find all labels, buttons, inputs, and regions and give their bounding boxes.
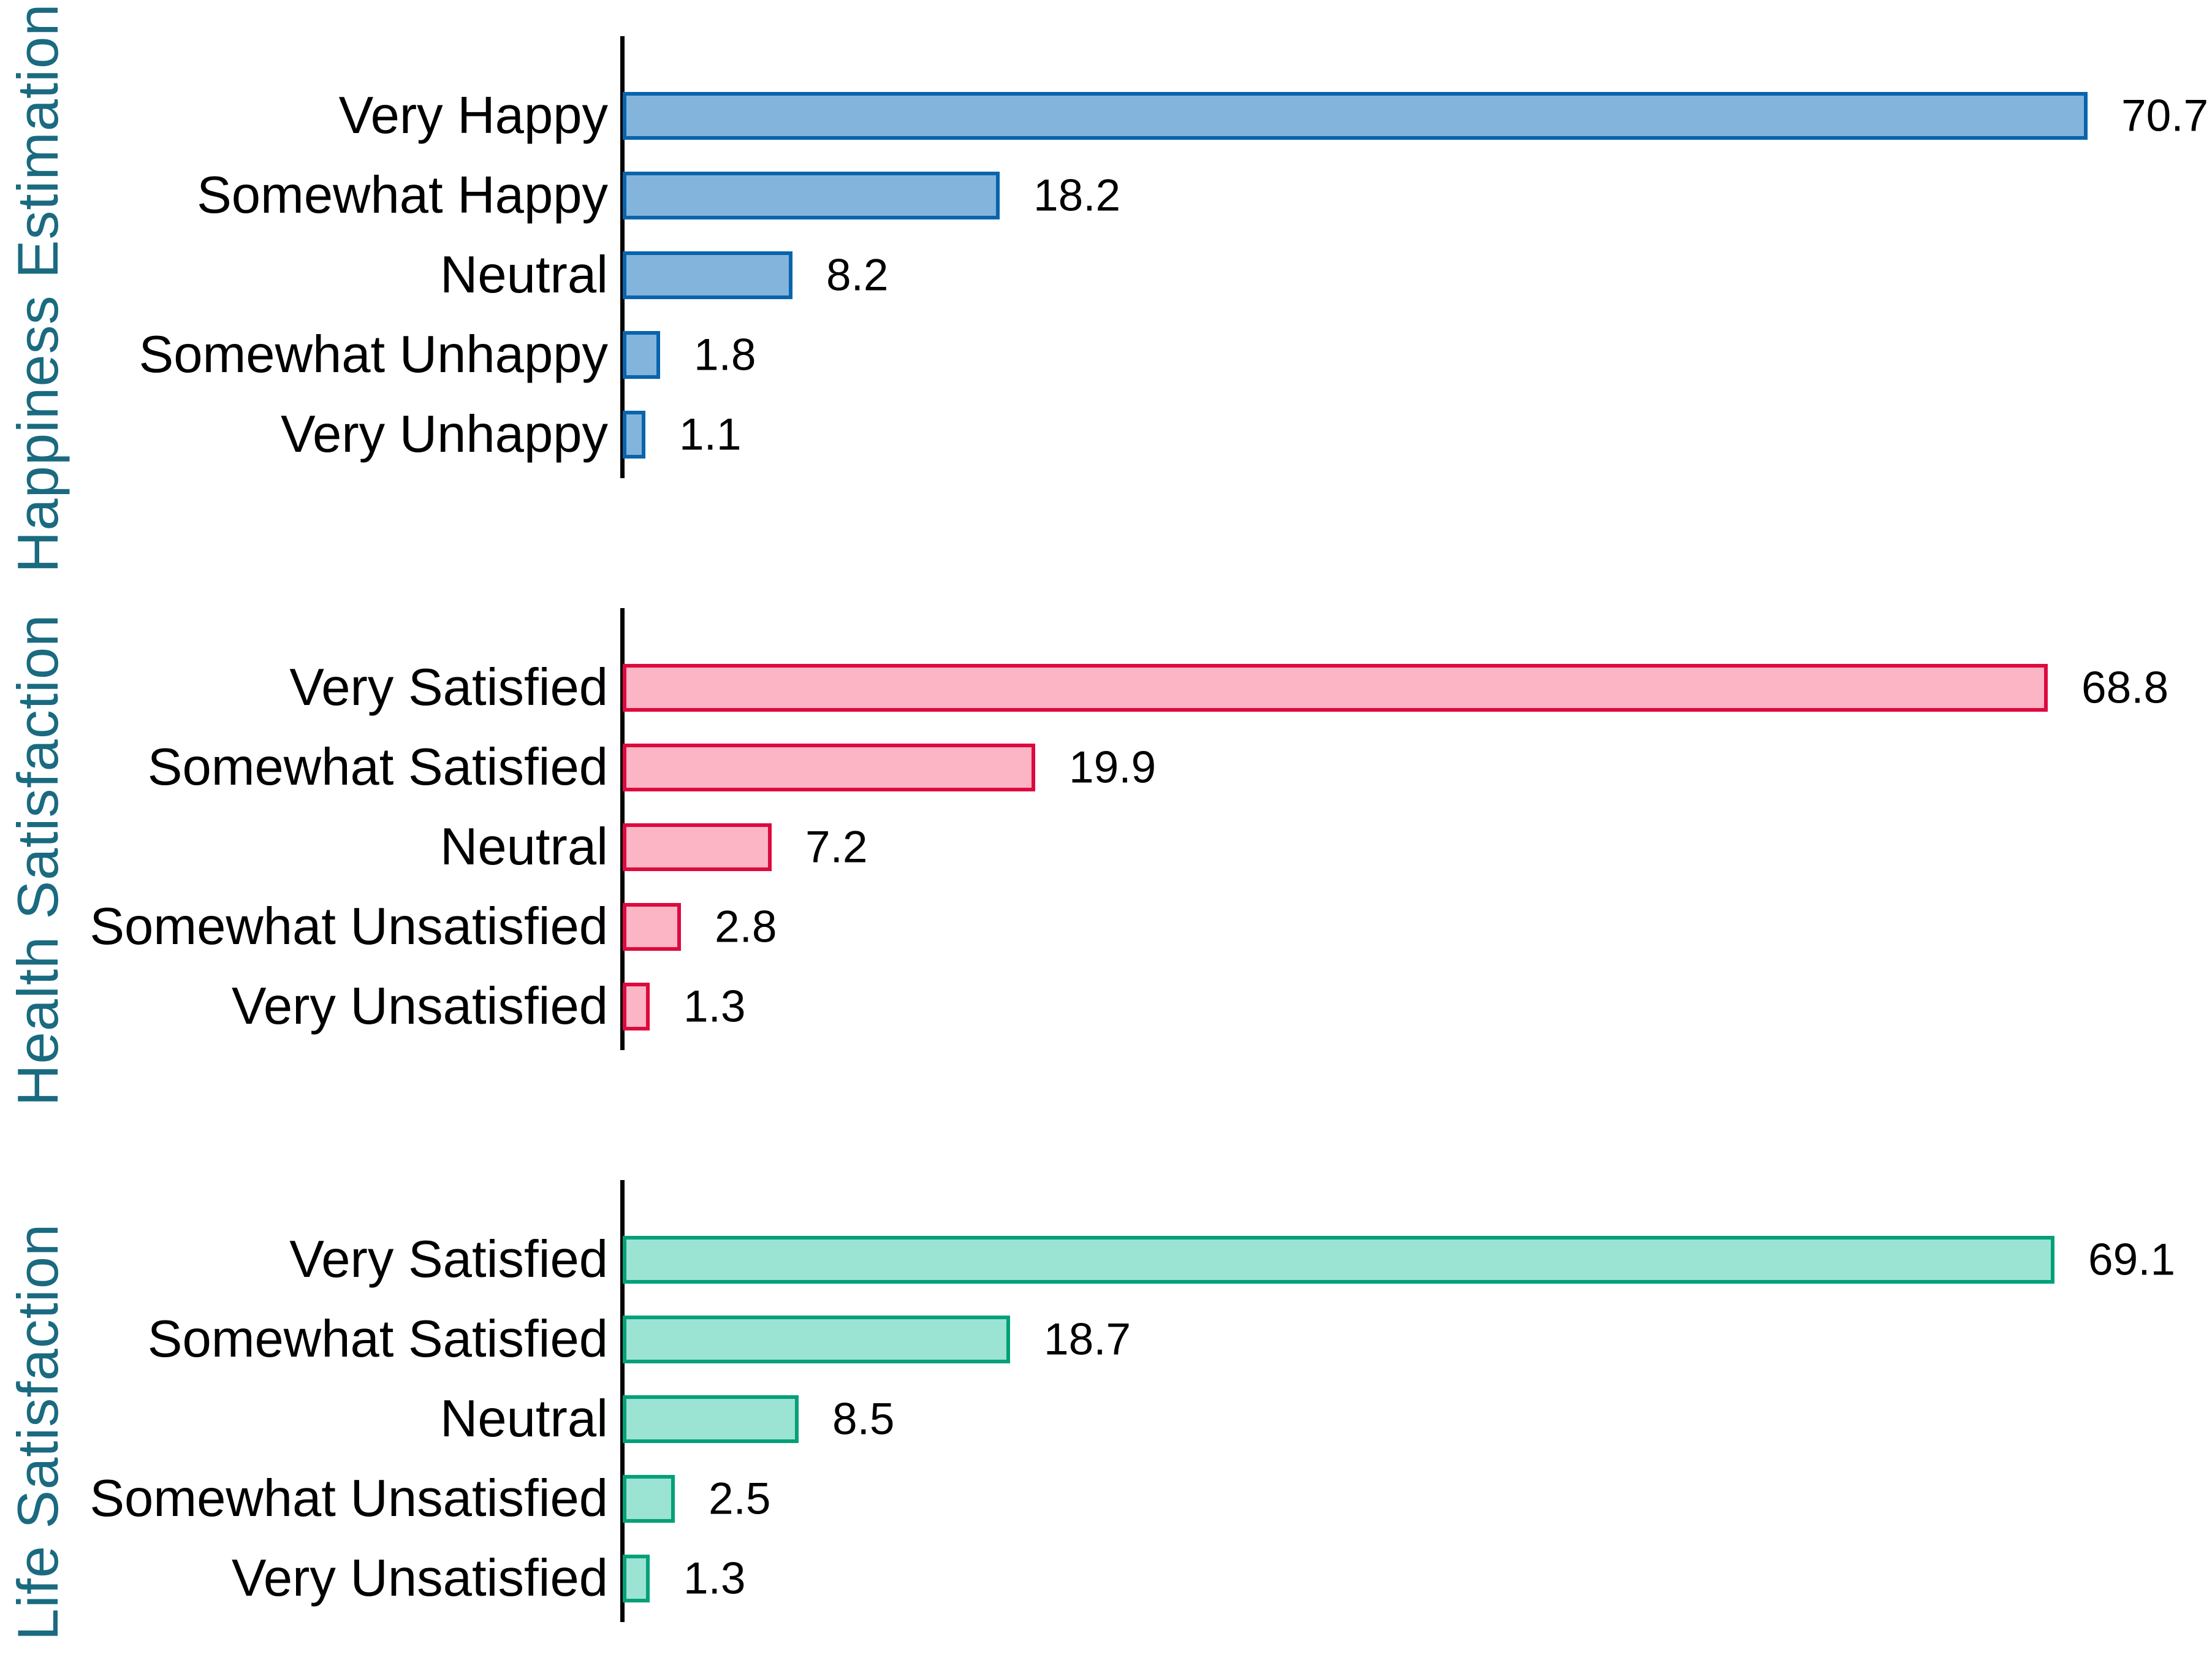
category-label-very-happy: Very Happy <box>338 86 608 145</box>
category-label-somewhat-satisfied: Somewhat Satisfied <box>147 1310 608 1368</box>
category-label-very-satisfied: Very Satisfied <box>289 1230 608 1289</box>
value-label-neutral: 7.2 <box>805 822 868 872</box>
category-label-somewhat-unsatisfied: Somewhat Unsatisfied <box>89 1469 608 1528</box>
category-label-very-satisfied: Very Satisfied <box>289 658 608 717</box>
bar-somewhat-happy <box>623 172 1000 219</box>
value-label-somewhat-unsatisfied: 2.5 <box>709 1474 771 1524</box>
value-label-somewhat-unhappy: 1.8 <box>694 330 756 380</box>
category-label-neutral: Neutral <box>439 246 608 304</box>
bar-somewhat-unsatisfied <box>623 1475 675 1523</box>
value-label-very-satisfied: 68.8 <box>2081 663 2169 713</box>
category-label-somewhat-satisfied: Somewhat Satisfied <box>147 738 608 796</box>
category-label-very-unhappy: Very Unhappy <box>281 405 608 463</box>
bar-very-unsatisfied <box>623 983 650 1030</box>
bar-very-unsatisfied <box>623 1555 650 1602</box>
chart-panel-life-satisfaction: Life Satisfaction Very Satisfied 69.1 Somew… <box>0 1144 2212 1657</box>
bar-neutral <box>623 823 772 871</box>
bar-very-satisfied <box>623 1236 2054 1284</box>
bar-very-happy <box>623 92 2088 140</box>
y-axis-line <box>620 608 625 1050</box>
bar-somewhat-satisfied <box>623 1316 1010 1363</box>
bar-somewhat-satisfied <box>623 744 1035 791</box>
y-axis-line <box>620 36 625 478</box>
category-label-very-unsatisfied: Very Unsatisfied <box>231 1549 608 1607</box>
value-label-neutral: 8.2 <box>826 250 889 300</box>
value-label-somewhat-satisfied: 18.7 <box>1044 1314 1131 1365</box>
value-label-neutral: 8.5 <box>832 1394 895 1444</box>
bar-somewhat-unsatisfied <box>623 903 681 951</box>
category-label-neutral: Neutral <box>439 1390 608 1448</box>
category-label-neutral: Neutral <box>439 818 608 876</box>
value-label-very-unsatisfied: 1.3 <box>683 981 746 1032</box>
value-label-somewhat-happy: 18.2 <box>1033 170 1121 221</box>
category-label-very-unsatisfied: Very Unsatisfied <box>231 977 608 1035</box>
bar-neutral <box>623 251 792 299</box>
category-label-somewhat-happy: Somewhat Happy <box>197 166 608 224</box>
bar-very-satisfied <box>623 664 2048 712</box>
value-label-very-satisfied: 69.1 <box>2088 1235 2176 1285</box>
chart-panel-happiness-estimation: Happiness Estimation Very Happy 70.7 Somewh… <box>0 0 2212 573</box>
value-label-somewhat-satisfied: 19.9 <box>1069 742 1157 793</box>
chart-panel-health-satisfaction: Health Satisfaction Very Satisfied 68.8 Som… <box>0 572 2212 1144</box>
value-label-very-happy: 70.7 <box>2121 91 2209 141</box>
value-label-very-unhappy: 1.1 <box>679 409 742 460</box>
category-label-somewhat-unhappy: Somewhat Unhappy <box>139 326 608 384</box>
value-label-very-unsatisfied: 1.3 <box>683 1553 746 1604</box>
bar-very-unhappy <box>623 411 645 459</box>
value-label-somewhat-unsatisfied: 2.8 <box>715 902 777 952</box>
category-label-somewhat-unsatisfied: Somewhat Unsatisfied <box>89 897 608 956</box>
bar-neutral <box>623 1395 799 1443</box>
bar-somewhat-unhappy <box>623 331 660 379</box>
y-axis-line <box>620 1180 625 1622</box>
